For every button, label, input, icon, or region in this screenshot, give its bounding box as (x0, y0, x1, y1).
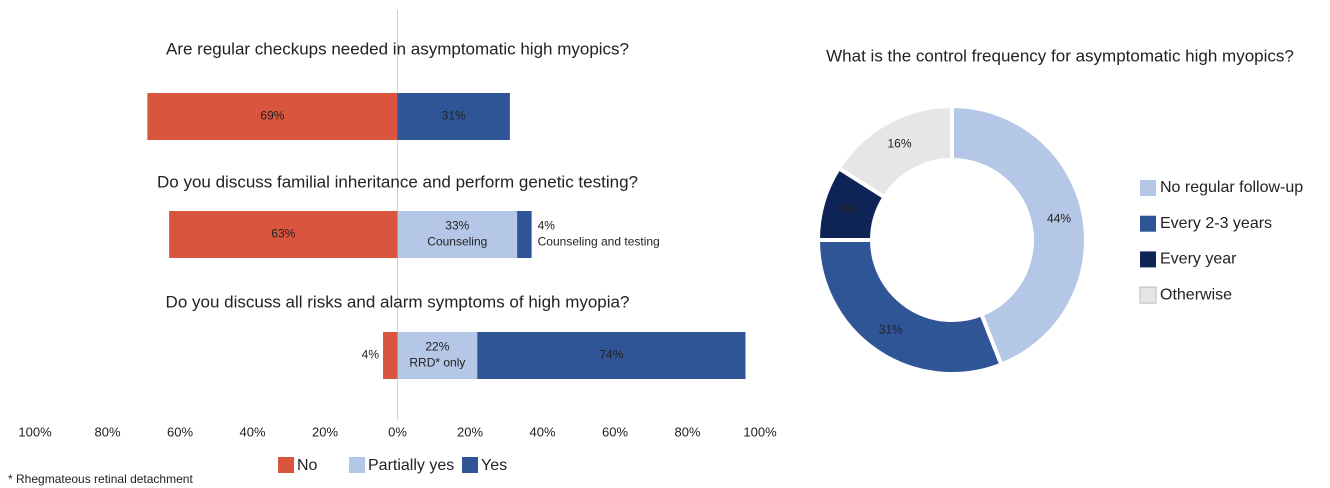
bar-segment (397, 211, 518, 258)
x-tick-label: 20% (312, 424, 338, 439)
value-label: 4% (538, 219, 556, 233)
legend-swatch (1140, 180, 1156, 196)
slice-label: 9% (839, 202, 857, 216)
segment-note: RRD* only (409, 356, 465, 370)
legend-swatch (1139, 286, 1157, 304)
value-label: 33% (445, 219, 469, 233)
x-tick-label: 80% (94, 424, 120, 439)
donut-slice (815, 238, 1004, 376)
bar-segment (383, 332, 398, 379)
x-tick-label: 40% (529, 424, 555, 439)
bar-segment (517, 211, 532, 258)
x-tick-label: 60% (167, 424, 193, 439)
legend-swatch (278, 457, 294, 473)
bar-segment (147, 93, 398, 140)
legend-swatch (349, 457, 365, 473)
legend-swatch (1140, 251, 1156, 268)
slice-label: 31% (879, 322, 903, 336)
slice-label: 44% (1047, 212, 1071, 226)
slice-label: 16% (887, 137, 911, 151)
bar-segment (477, 332, 746, 379)
x-tick-label: 80% (674, 424, 700, 439)
value-label: 22% (425, 340, 449, 354)
donut-slice (836, 103, 954, 200)
bar-segment (397, 93, 510, 140)
bar-segment (169, 211, 398, 258)
x-tick-label: 0% (388, 424, 407, 439)
x-tick-label: 40% (239, 424, 265, 439)
question-title: Are regular checkups needed in asymptoma… (166, 39, 629, 58)
segment-note: Counseling and testing (538, 235, 660, 249)
value-label: 63% (271, 227, 295, 241)
x-tick-label: 60% (602, 424, 628, 439)
donut-title: What is the control frequency for asympt… (826, 46, 1294, 65)
value-label: 31% (442, 109, 466, 123)
segment-note: Counseling (427, 235, 487, 249)
legend-label: No regular follow-up (1160, 179, 1303, 196)
x-tick-label: 100% (18, 424, 52, 439)
legend-label: Partially yes (368, 457, 454, 474)
legend-label: Yes (481, 457, 507, 474)
legend-swatch (462, 457, 478, 473)
x-tick-label: 20% (457, 424, 483, 439)
legend-label: Every 2-3 years (1160, 215, 1272, 232)
legend-label: Otherwise (1160, 286, 1232, 303)
value-label: 4% (362, 348, 380, 362)
value-label: 74% (599, 348, 623, 362)
question-title: Do you discuss all risks and alarm sympt… (166, 292, 630, 311)
question-title: Do you discuss familial inheritance and … (157, 172, 638, 191)
bar-segment (397, 332, 478, 379)
donut-slice (950, 103, 1088, 368)
value-label: 69% (260, 109, 284, 123)
legend-label: No (297, 457, 318, 474)
legend-swatch (1140, 215, 1156, 232)
legend-label: Every year (1160, 251, 1237, 268)
x-tick-label: 100% (743, 424, 777, 439)
footnote: * Rhegmateous retinal detachment (8, 472, 193, 486)
